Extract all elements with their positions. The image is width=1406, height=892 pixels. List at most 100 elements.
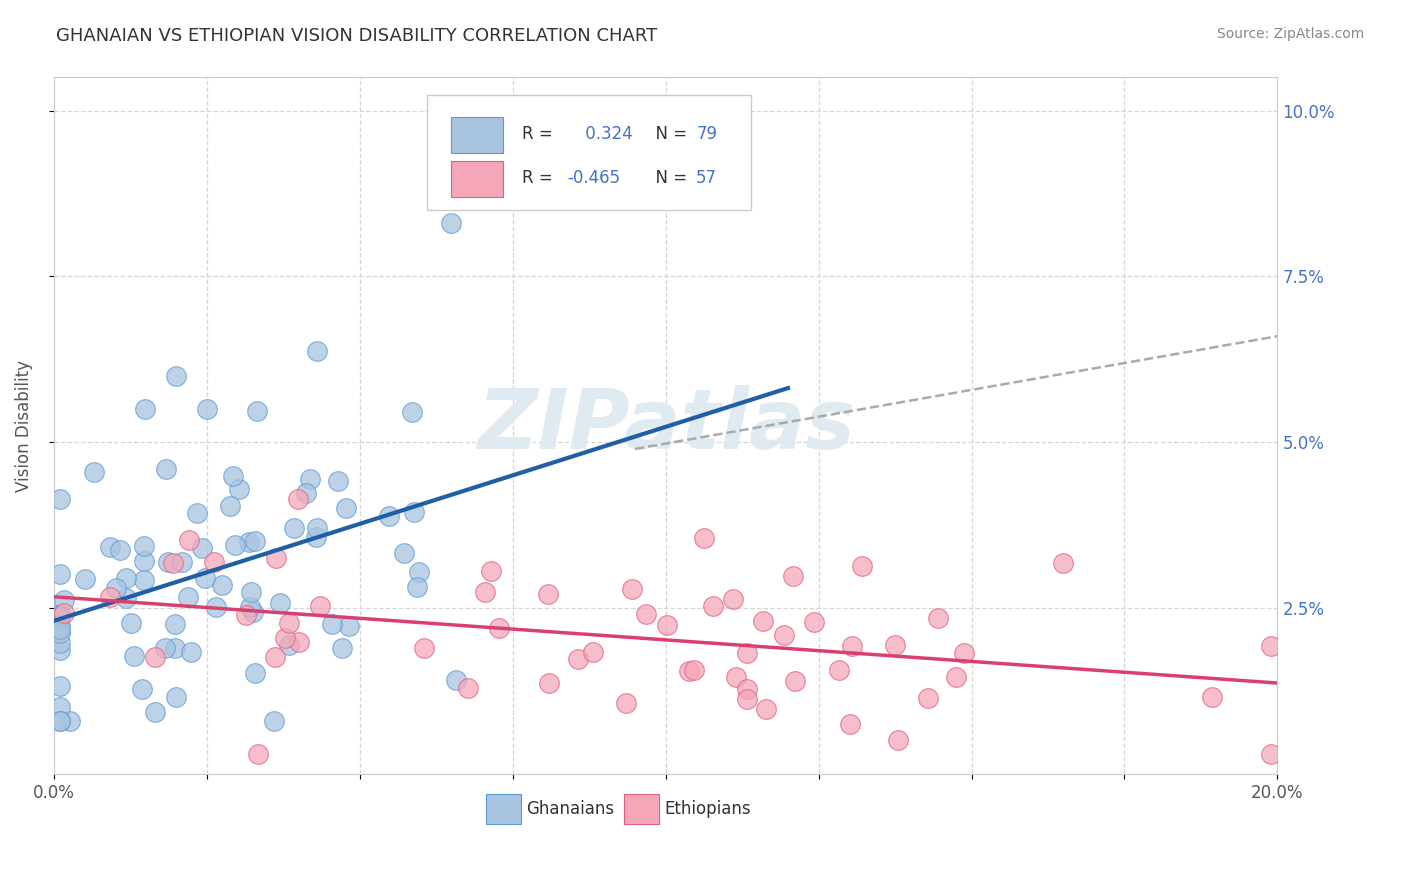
Point: [841, 640, 863, 654]
Point: [195, 402, 218, 417]
Point: [582, 645, 605, 659]
Point: [235, 608, 257, 623]
Point: [49, 609, 72, 624]
Point: [783, 673, 806, 688]
Point: [537, 587, 560, 601]
FancyBboxPatch shape: [485, 794, 522, 824]
Point: [295, 486, 318, 500]
Point: [326, 475, 349, 489]
Text: R =: R =: [523, 169, 558, 187]
Point: [211, 578, 233, 592]
Point: [73, 572, 96, 586]
Point: [131, 681, 153, 696]
Point: [153, 640, 176, 655]
Point: [401, 405, 423, 419]
Point: [49, 714, 72, 728]
Point: [683, 663, 706, 677]
Point: [735, 692, 758, 706]
Point: [114, 591, 136, 605]
Point: [246, 403, 269, 417]
Point: [692, 531, 714, 545]
Point: [194, 570, 217, 584]
Point: [245, 665, 267, 680]
Point: [538, 675, 561, 690]
Point: [378, 508, 401, 523]
Point: [621, 582, 644, 597]
Point: [828, 663, 851, 677]
Point: [179, 533, 201, 548]
Point: [408, 565, 430, 579]
Text: GHANAIAN VS ETHIOPIAN VISION DISABILITY CORRELATION CHART: GHANAIAN VS ETHIOPIAN VISION DISABILITY …: [56, 27, 658, 45]
Point: [263, 649, 285, 664]
Point: [49, 679, 72, 693]
Point: [305, 530, 328, 544]
Point: [803, 615, 825, 629]
Point: [488, 621, 510, 635]
Point: [49, 714, 72, 728]
Point: [49, 700, 72, 714]
Point: [49, 567, 72, 582]
Point: [392, 546, 415, 560]
Point: [278, 638, 301, 652]
Point: [1052, 556, 1074, 570]
Point: [228, 482, 250, 496]
Point: [927, 611, 949, 625]
Text: 0.324: 0.324: [579, 125, 633, 143]
Point: [1260, 640, 1282, 654]
Point: [440, 216, 463, 230]
Point: [335, 500, 357, 515]
Point: [134, 539, 156, 553]
Point: [238, 535, 260, 549]
Point: [283, 521, 305, 535]
Y-axis label: Vision Disability: Vision Disability: [15, 359, 32, 491]
Point: [735, 681, 758, 696]
Point: [83, 465, 105, 479]
Point: [224, 537, 246, 551]
Point: [751, 614, 773, 628]
Point: [952, 646, 974, 660]
Point: [479, 564, 502, 578]
Point: [98, 590, 121, 604]
Point: [143, 706, 166, 720]
Point: [614, 696, 637, 710]
Point: [945, 670, 967, 684]
Point: [104, 582, 127, 596]
Point: [917, 690, 939, 705]
Point: [269, 596, 291, 610]
Point: [247, 747, 270, 761]
Text: Ghanaians: Ghanaians: [526, 800, 614, 818]
Point: [851, 559, 873, 574]
Point: [222, 469, 245, 483]
Point: [274, 631, 297, 645]
Point: [134, 402, 156, 417]
Point: [266, 550, 288, 565]
Point: [202, 555, 225, 569]
Text: Source: ZipAtlas.com: Source: ZipAtlas.com: [1216, 27, 1364, 41]
Point: [883, 639, 905, 653]
Point: [165, 640, 187, 655]
Point: [108, 543, 131, 558]
Point: [735, 646, 758, 660]
Point: [321, 617, 343, 632]
Point: [53, 606, 76, 620]
Point: [725, 670, 748, 684]
Point: [245, 533, 267, 548]
Point: [186, 506, 208, 520]
Point: [702, 599, 724, 613]
Point: [218, 499, 240, 513]
Point: [721, 592, 744, 607]
Point: [288, 634, 311, 648]
Text: -0.465: -0.465: [568, 169, 621, 187]
FancyBboxPatch shape: [451, 117, 503, 153]
Point: [49, 643, 72, 657]
Point: [132, 554, 155, 568]
Point: [678, 664, 700, 678]
Point: [165, 616, 187, 631]
Point: [49, 622, 72, 636]
Text: ZIPatlas: ZIPatlas: [477, 385, 855, 467]
Point: [49, 636, 72, 650]
Point: [165, 368, 187, 383]
Point: [755, 702, 778, 716]
Point: [839, 717, 862, 731]
Point: [242, 605, 264, 619]
